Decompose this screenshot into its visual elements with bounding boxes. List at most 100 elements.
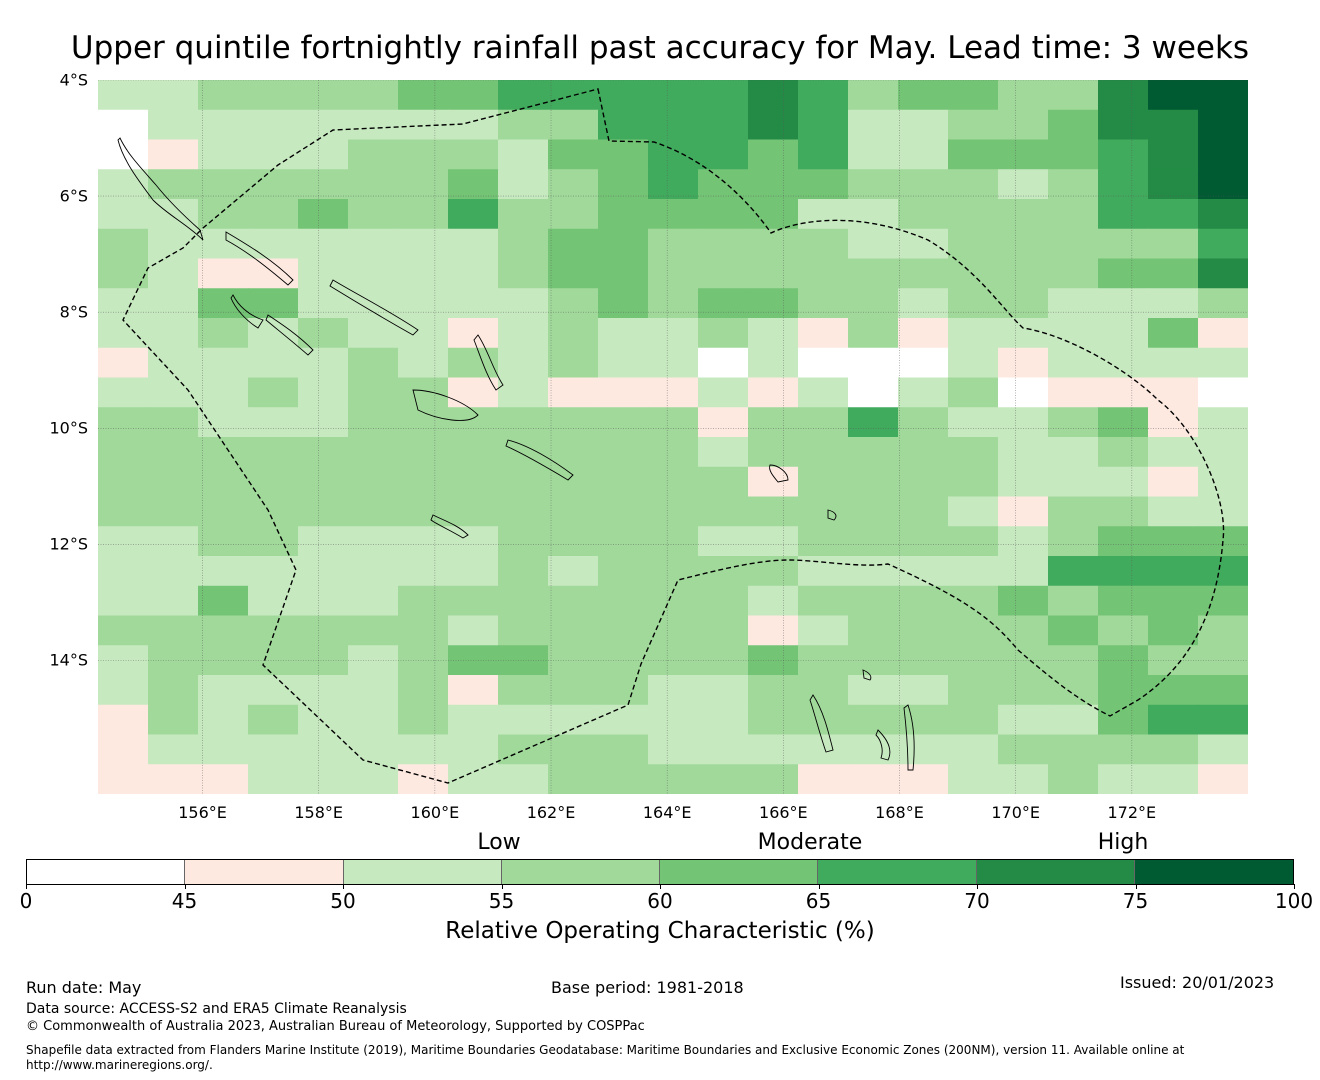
heatmap-cell (648, 288, 699, 319)
island-outline (505, 439, 574, 481)
heatmap-cell (298, 675, 349, 706)
heatmap-cell (98, 109, 149, 141)
heatmap-cell (998, 169, 1049, 200)
heatmap-cell (798, 347, 849, 379)
heatmap-cell (548, 556, 599, 587)
heatmap-cell (248, 437, 299, 468)
heatmap-cell (948, 377, 999, 408)
heatmap-cell (798, 258, 849, 289)
heatmap-cell (348, 80, 399, 111)
heatmap-cell (598, 526, 649, 557)
heatmap-cell (798, 496, 849, 527)
heatmap-cell (498, 675, 549, 706)
heatmap-cell (898, 347, 949, 379)
heatmap-cell (598, 556, 649, 587)
heatmap-cell (498, 734, 549, 765)
heatmap-cell (948, 526, 999, 557)
heatmap-cell (998, 377, 1049, 408)
island-outline (862, 669, 872, 681)
heatmap-cell (198, 288, 249, 319)
colorbar-tick-label: 0 (19, 889, 33, 913)
heatmap-cell (598, 228, 649, 260)
run-date: Run date: May (26, 978, 142, 997)
heatmap-cell (598, 318, 649, 349)
heatmap-cell (948, 437, 999, 468)
heatmap-cell (1148, 258, 1199, 289)
heatmap-cell (148, 734, 199, 765)
longitude-label: 158°E (294, 803, 344, 822)
heatmap-cell (198, 377, 249, 408)
heatmap-cell (398, 734, 449, 765)
heatmap-cell (748, 288, 799, 319)
heatmap-cell (848, 704, 899, 736)
heatmap-cell (98, 407, 149, 438)
heatmap-cell (198, 675, 249, 706)
heatmap-cell (298, 615, 349, 646)
heatmap-cell (898, 139, 949, 170)
heatmap-cell (1098, 377, 1149, 408)
heatmap-cell (298, 407, 349, 438)
heatmap-cell (348, 318, 399, 349)
heatmap-cell (1148, 496, 1199, 527)
heatmap-cell (1098, 526, 1149, 557)
heatmap-cell (748, 734, 799, 765)
heatmap-cell (298, 734, 349, 765)
heatmap-cell (148, 109, 199, 141)
heatmap-cell (948, 80, 999, 111)
heatmap-cell (998, 764, 1049, 794)
heatmap-cell (398, 437, 449, 468)
heatmap-cell (898, 437, 949, 468)
heatmap-cell (298, 526, 349, 557)
latitude-label: 12°S (49, 534, 88, 554)
heatmap-cell (598, 109, 649, 141)
heatmap-cell (548, 437, 599, 468)
island-outline (809, 694, 834, 753)
heatmap-cell (648, 466, 699, 498)
heatmap-cell (1048, 199, 1099, 230)
heatmap-cell (398, 169, 449, 200)
longitude-label: 164°E (642, 803, 692, 822)
heatmap-cell (898, 169, 949, 200)
heatmap-cell (698, 407, 749, 438)
heatmap-cell (548, 318, 599, 349)
heatmap-cell (798, 109, 849, 141)
base-period: Base period: 1981-2018 (551, 978, 744, 997)
heatmap-cell (948, 407, 999, 438)
heatmap-cell (548, 169, 599, 200)
heatmap-cell (248, 347, 299, 379)
heatmap-cell (648, 258, 699, 289)
heatmap-cell (848, 585, 899, 617)
heatmap-cell (598, 407, 649, 438)
heatmap-cell (1198, 466, 1248, 498)
heatmap-cell (1198, 764, 1248, 794)
category-low-label: Low (477, 830, 521, 855)
heatmap-cell (1198, 347, 1248, 379)
heatmap-cell (798, 585, 849, 617)
heatmap-cell (648, 675, 699, 706)
heatmap-cell (1048, 258, 1099, 289)
latitude-label: 14°S (49, 650, 88, 670)
heatmap-cell (648, 615, 699, 646)
heatmap-cell (348, 764, 399, 794)
heatmap-cell (248, 139, 299, 170)
heatmap-cell (398, 704, 449, 736)
heatmap-cell (748, 169, 799, 200)
heatmap-cell (298, 288, 349, 319)
heatmap-cell (1048, 377, 1099, 408)
heatmap-cell (1198, 675, 1248, 706)
heatmap-cell (648, 139, 699, 170)
heatmap-cell (398, 347, 449, 379)
heatmap-cell (198, 496, 249, 527)
heatmap-cell (248, 169, 299, 200)
heatmap-cell (748, 615, 799, 646)
heatmap-cell (698, 288, 749, 319)
heatmap-cell (548, 109, 599, 141)
heatmap-cell (598, 288, 649, 319)
heatmap-cell (348, 496, 399, 527)
latitude-label: 4°S (59, 70, 88, 90)
heatmap-cell (248, 228, 299, 260)
heatmap-cell (398, 377, 449, 408)
island-outline (875, 729, 891, 761)
heatmap-cell (598, 347, 649, 379)
heatmap-cell (248, 734, 299, 765)
